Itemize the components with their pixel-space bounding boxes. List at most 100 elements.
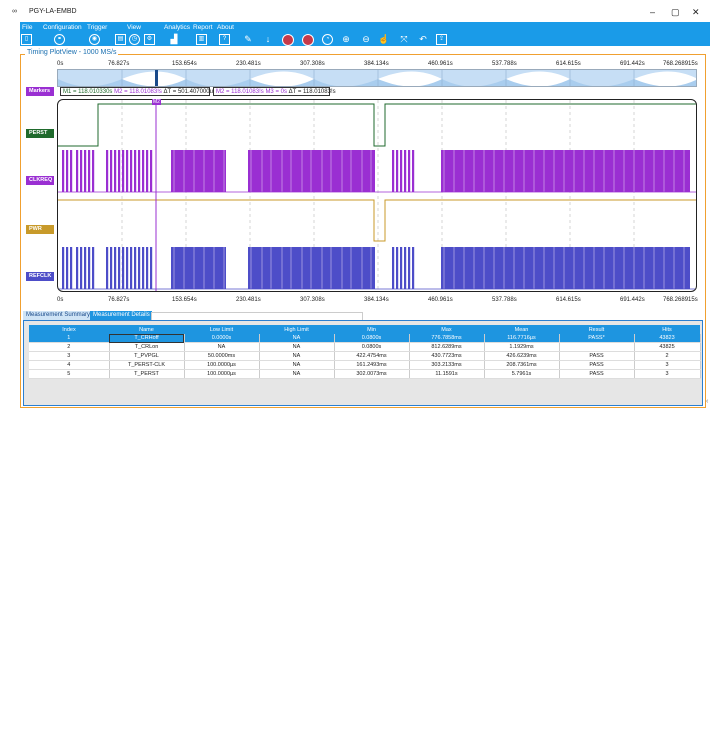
menu-about[interactable]: About	[217, 24, 234, 31]
table-row[interactable]: 4 T_PERST-CLK 100.0000µs NA 161.2493ms 3…	[29, 360, 701, 370]
column-header[interactable]: Hits	[634, 325, 700, 334]
table-cell: PASS	[559, 369, 635, 379]
speed-icon[interactable]: ◔	[322, 34, 333, 45]
table-cell: 3	[29, 351, 110, 361]
measurement-table-panel: Index Name Low Limit High Limit Min Max …	[23, 320, 703, 406]
table-cell	[559, 342, 635, 352]
table-row[interactable]: 5 T_PERST 100.0000µs NA 302.0073ms 11.15…	[29, 369, 701, 379]
chart-icon[interactable]: ▟	[170, 34, 178, 44]
column-header[interactable]: High Limit	[259, 325, 334, 334]
table-cell: 776.7858ms	[409, 334, 485, 343]
time-tick: 0s	[57, 297, 64, 303]
column-header[interactable]: Max	[409, 325, 484, 334]
table-cell: 4	[29, 360, 110, 370]
table-cell: 5.7961s	[484, 369, 560, 379]
table-row[interactable]: 3 T_PVPGL 50.0000ms NA 422.4754ms 430.77…	[29, 351, 701, 361]
column-header[interactable]: Mean	[484, 325, 559, 334]
table-cell: T_PVPGL	[109, 351, 185, 361]
overview-cursor	[155, 70, 158, 86]
probe-icon[interactable]: ↓	[265, 34, 271, 44]
table-cell: T_CRHoff	[109, 334, 185, 343]
tab-measurement-details[interactable]: Measurement Details	[90, 311, 152, 320]
menu-report[interactable]: Report	[193, 24, 213, 31]
scroll-arrow-icon[interactable]: ‹	[706, 398, 709, 405]
signal-label-refclk[interactable]: REFCLK	[26, 272, 54, 281]
column-header[interactable]: Min	[334, 325, 409, 334]
signal-label-clkreq[interactable]: CLKREQ	[26, 176, 54, 185]
table-cell: 2	[634, 351, 701, 361]
time-tick: 614.615s	[556, 297, 581, 303]
menu-file[interactable]: File	[22, 24, 33, 31]
table-cell: 0.0000s	[184, 334, 260, 343]
table-cell: 43825	[634, 342, 701, 352]
table-cell: 0.0800s	[334, 342, 410, 352]
markers-label: Markers	[26, 87, 54, 96]
time-tick: 230.481s	[236, 297, 261, 303]
time-tick: 307.308s	[300, 61, 325, 67]
signal-label-pwr[interactable]: PWR	[26, 225, 54, 234]
wave-refclk	[58, 247, 696, 290]
table-cell: PASS*	[559, 334, 635, 343]
time-tick: 537.788s	[492, 61, 517, 67]
table-cell: T_PERST-CLK	[109, 360, 185, 370]
file-icon[interactable]: ▤	[115, 34, 126, 45]
table-cell: 1	[29, 334, 110, 343]
pen-icon[interactable]: ✎	[244, 34, 252, 44]
menu-view[interactable]: View	[127, 24, 141, 31]
tab-measurement-summary[interactable]: Measurement Summary	[23, 311, 90, 320]
menu-configuration[interactable]: Configuration	[43, 24, 82, 31]
waveform-area[interactable]	[57, 99, 697, 292]
waveform-canvas	[58, 100, 696, 291]
report-icon[interactable]: ▥	[196, 34, 207, 45]
app-logo-icon: ∞	[12, 8, 17, 15]
marker-readout-1[interactable]: M1 = 118.010330s M2 = 118.01083!s ΔT = 5…	[60, 87, 216, 96]
table-row[interactable]: 2 T_CRLon NA NA 0.0800s 812.6289ms 1.192…	[29, 342, 701, 352]
menu-analytics[interactable]: Analytics	[164, 24, 191, 31]
maximize-icon[interactable]: ▢	[671, 7, 680, 17]
time-tick: 460.961s	[428, 61, 453, 67]
table-row[interactable]: 1 T_CRHoff 0.0000s NA 0.0800s 776.7858ms…	[29, 334, 701, 343]
panel-title: Timing PlotView - 1000 MS/s	[25, 49, 119, 56]
export-icon[interactable]: ⇪	[436, 34, 447, 45]
column-header[interactable]: Low Limit	[184, 325, 259, 334]
marker-delta-1: ΔT = 501.407000us	[163, 89, 216, 95]
help-icon[interactable]: ?	[219, 34, 230, 45]
fit-icon[interactable]: ⤧	[400, 34, 408, 44]
time-tick: 384.134s	[364, 61, 389, 67]
pan-icon[interactable]: ☝	[378, 34, 390, 44]
marker-m1-value: M1 = 118.010330s	[63, 89, 113, 95]
zoom-in-icon[interactable]: ⊕	[342, 34, 350, 44]
table-cell: 426.6239ms	[484, 351, 560, 361]
record-icon[interactable]	[302, 34, 314, 46]
overview-navigator[interactable]	[57, 69, 697, 87]
table-cell: 422.4754ms	[334, 351, 410, 361]
table-cell: 50.0000ms	[184, 351, 260, 361]
marker-delta-2: ΔT = 118.01083!s	[288, 89, 336, 95]
signal-label-perst[interactable]: PERST	[26, 129, 54, 138]
table-cell: NA	[259, 369, 335, 379]
device-icon[interactable]: ▯	[21, 34, 32, 45]
wave-perst	[58, 103, 696, 147]
time-tick: 230.481s	[236, 61, 261, 67]
column-header[interactable]: Index	[29, 325, 109, 334]
table-cell: 1.1929ms	[484, 342, 560, 352]
timing-plot-panel	[20, 54, 706, 408]
zoom-out-icon[interactable]: ⊖	[362, 34, 370, 44]
table-cell: NA	[259, 342, 335, 352]
stop-icon[interactable]	[282, 34, 294, 46]
column-header[interactable]: Result	[559, 325, 634, 334]
close-icon[interactable]: ✕	[692, 7, 700, 17]
marker-flag[interactable]: M2	[152, 99, 161, 105]
undo-icon[interactable]: ↶	[419, 34, 427, 44]
time-tick: 307.308s	[300, 297, 325, 303]
table-cell: 812.6289ms	[409, 342, 485, 352]
settings-icon[interactable]: ⚙	[144, 34, 155, 45]
menu-trigger[interactable]: Trigger	[87, 24, 108, 31]
trigger-icon[interactable]: ◉	[89, 34, 100, 45]
column-header[interactable]: Name	[109, 325, 184, 334]
marker-readout-2[interactable]: M2 = 118.01083!s M3 = 0s ΔT = 118.01083!…	[213, 87, 336, 96]
table-cell: 3	[634, 369, 701, 379]
minimize-icon[interactable]: –	[650, 7, 656, 17]
clock-icon[interactable]: ◷	[129, 34, 140, 45]
connect-icon[interactable]: ⚭	[54, 34, 65, 45]
